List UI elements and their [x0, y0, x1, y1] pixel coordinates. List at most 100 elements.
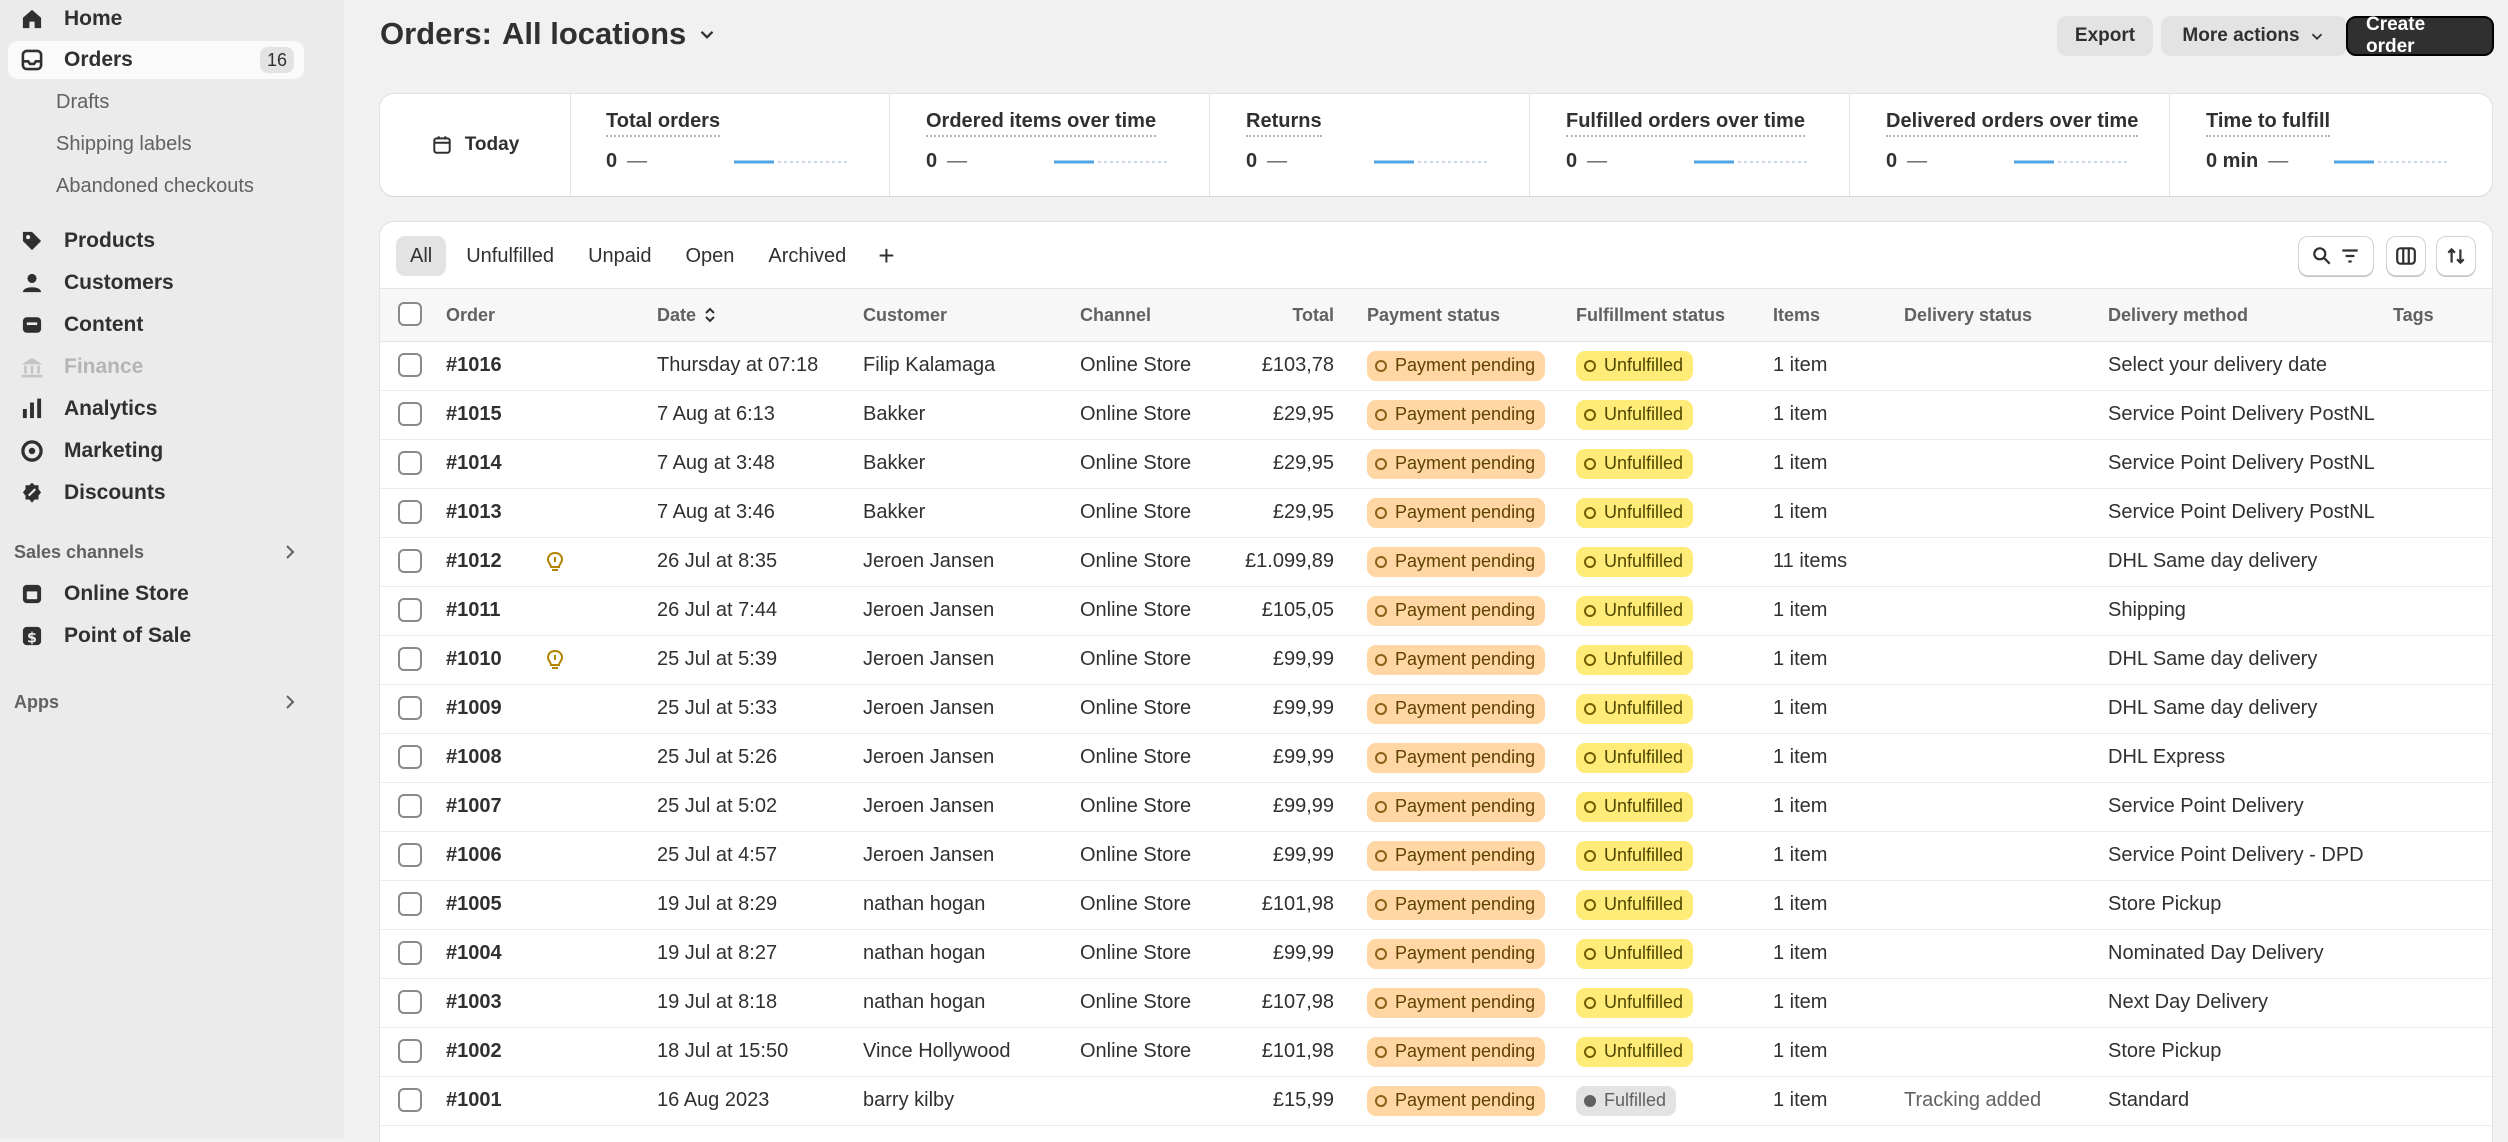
- item-count[interactable]: 1 item: [1773, 893, 1828, 915]
- order-number[interactable]: #1013: [446, 501, 502, 523]
- table-row[interactable]: #1014 7 Aug at 3:48 Bakker Online Store £29,…: [380, 439, 2492, 489]
- sidebar-item-marketing[interactable]: Marketing: [8, 432, 304, 470]
- sidebar-item-home[interactable]: Home: [8, 0, 304, 38]
- add-view-button[interactable]: +: [878, 240, 895, 271]
- location-selector[interactable]: All locations: [501, 16, 687, 51]
- order-number[interactable]: #1014: [446, 452, 502, 474]
- sort-button[interactable]: [2436, 236, 2476, 276]
- table-row[interactable]: #1015 7 Aug at 6:13 Bakker Online Store £29,…: [380, 390, 2492, 440]
- tab-archived[interactable]: Archived: [768, 244, 847, 267]
- column-header-customer[interactable]: Customer: [863, 304, 948, 325]
- column-header-fulfillment-status[interactable]: Fulfillment status: [1576, 304, 1726, 325]
- order-number[interactable]: #1009: [446, 697, 502, 719]
- row-checkbox[interactable]: [398, 941, 422, 965]
- item-count[interactable]: 1 item: [1773, 403, 1828, 425]
- order-note-icon[interactable]: [545, 537, 565, 586]
- item-count[interactable]: 1 item: [1773, 1089, 1828, 1111]
- item-count[interactable]: 1 item: [1773, 1040, 1828, 1062]
- tab-unfulfilled[interactable]: Unfulfilled: [466, 244, 555, 267]
- row-checkbox[interactable]: [398, 598, 422, 622]
- metric-delivered-orders[interactable]: Delivered orders over time 0—: [1850, 94, 2170, 196]
- order-number[interactable]: #1015: [446, 403, 502, 425]
- sidebar-subitem-abandoned-checkouts[interactable]: Abandoned checkouts: [56, 174, 254, 197]
- column-header-date[interactable]: Date: [657, 289, 718, 341]
- row-checkbox[interactable]: [398, 451, 422, 475]
- metric-ordered-items[interactable]: Ordered items over time 0—: [890, 94, 1210, 196]
- sidebar-item-content[interactable]: Content: [8, 306, 304, 344]
- chevron-down-icon[interactable]: [696, 23, 718, 45]
- create-order-button[interactable]: Create order: [2346, 14, 2494, 57]
- item-count[interactable]: 1 item: [1773, 844, 1828, 866]
- sidebar-subitem-drafts[interactable]: Drafts: [56, 90, 110, 113]
- item-count[interactable]: 11 items: [1773, 550, 1848, 572]
- row-checkbox[interactable]: [398, 1039, 422, 1063]
- item-count[interactable]: 1 item: [1773, 991, 1828, 1013]
- item-count[interactable]: 1 item: [1773, 795, 1828, 817]
- table-row[interactable]: #1010 25 Jul at 5:39 Jeroen Jansen Online S…: [380, 635, 2492, 685]
- row-checkbox[interactable]: [398, 892, 422, 916]
- row-checkbox[interactable]: [398, 1088, 422, 1112]
- sidebar-item-products[interactable]: Products: [8, 222, 304, 260]
- table-row[interactable]: #1013 7 Aug at 3:46 Bakker Online Store £29,…: [380, 488, 2492, 538]
- table-row[interactable]: #1002 18 Jul at 15:50 Vince Hollywood Onlin…: [380, 1027, 2492, 1077]
- sidebar-item-orders[interactable]: Orders 16: [8, 41, 304, 79]
- row-checkbox[interactable]: [398, 500, 422, 524]
- sidebar-item-analytics[interactable]: Analytics: [8, 390, 304, 428]
- column-header-channel[interactable]: Channel: [1080, 304, 1152, 325]
- table-row[interactable]: #1008 25 Jul at 5:26 Jeroen Jansen Online S…: [380, 733, 2492, 783]
- row-checkbox[interactable]: [398, 353, 422, 377]
- item-count[interactable]: 1 item: [1773, 697, 1828, 719]
- table-row[interactable]: #1016 Thursday at 07:18 Filip Kalamaga Onli…: [380, 341, 2492, 391]
- column-header-delivery-status[interactable]: Delivery status: [1904, 304, 2033, 325]
- table-row[interactable]: #1006 25 Jul at 4:57 Jeroen Jansen Online S…: [380, 831, 2492, 881]
- sales-channels-heading[interactable]: Sales channels: [14, 537, 304, 567]
- row-checkbox[interactable]: [398, 549, 422, 573]
- tab-open[interactable]: Open: [685, 244, 735, 267]
- search-filter-button[interactable]: [2298, 236, 2374, 276]
- order-number[interactable]: #1005: [446, 893, 502, 915]
- order-number[interactable]: #1012: [446, 550, 502, 572]
- table-row[interactable]: #1009 25 Jul at 5:33 Jeroen Jansen Online S…: [380, 684, 2492, 734]
- order-number[interactable]: #1010: [446, 648, 502, 670]
- table-row[interactable]: #1001 16 Aug 2023 barry kilby £15,99 Payment…: [380, 1076, 2492, 1126]
- sidebar-item-point-of-sale[interactable]: $ Point of Sale: [8, 617, 304, 655]
- select-all-checkbox[interactable]: [398, 302, 422, 326]
- metric-fulfilled-orders[interactable]: Fulfilled orders over time 0—: [1530, 94, 1850, 196]
- column-header-payment-status[interactable]: Payment status: [1367, 304, 1501, 325]
- sidebar-item-customers[interactable]: Customers: [8, 264, 304, 302]
- column-header-order[interactable]: Order: [446, 304, 496, 325]
- row-checkbox[interactable]: [398, 402, 422, 426]
- column-header-tags[interactable]: Tags: [2393, 304, 2434, 325]
- order-number[interactable]: #1007: [446, 795, 502, 817]
- column-header-total[interactable]: Total: [1292, 304, 1334, 325]
- metric-total-orders[interactable]: Total orders 0—: [570, 94, 890, 196]
- column-header-delivery-method[interactable]: Delivery method: [2108, 304, 2249, 325]
- item-count[interactable]: 1 item: [1773, 942, 1828, 964]
- order-number[interactable]: #1008: [446, 746, 502, 768]
- order-number[interactable]: #1001: [446, 1089, 502, 1111]
- metric-time-to-fulfill[interactable]: Time to fulfill 0 min —: [2170, 94, 2490, 196]
- row-checkbox[interactable]: [398, 794, 422, 818]
- column-header-items[interactable]: Items: [1773, 304, 1821, 325]
- sidebar-subitem-shipping-labels[interactable]: Shipping labels: [56, 132, 192, 155]
- table-row[interactable]: #1003 19 Jul at 8:18 nathan hogan Online St…: [380, 978, 2492, 1028]
- table-row[interactable]: #1011 26 Jul at 7:44 Jeroen Jansen Online S…: [380, 586, 2492, 636]
- item-count[interactable]: 1 item: [1773, 452, 1828, 474]
- columns-button[interactable]: [2386, 236, 2426, 276]
- metric-returns[interactable]: Returns 0—: [1210, 94, 1530, 196]
- order-number[interactable]: #1003: [446, 991, 502, 1013]
- order-number[interactable]: #1016: [446, 354, 502, 376]
- sidebar-item-online-store[interactable]: Online Store: [8, 575, 304, 613]
- order-number[interactable]: #1011: [446, 599, 501, 621]
- row-checkbox[interactable]: [398, 696, 422, 720]
- sidebar-item-finance[interactable]: Finance: [8, 348, 304, 386]
- row-checkbox[interactable]: [398, 745, 422, 769]
- order-number[interactable]: #1002: [446, 1040, 502, 1062]
- row-checkbox[interactable]: [398, 843, 422, 867]
- export-button[interactable]: Export: [2057, 16, 2153, 56]
- table-row[interactable]: #1005 19 Jul at 8:29 nathan hogan Online St…: [380, 880, 2492, 930]
- order-number[interactable]: #1006: [446, 844, 502, 866]
- row-checkbox[interactable]: [398, 647, 422, 671]
- table-row[interactable]: #1007 25 Jul at 5:02 Jeroen Jansen Online S…: [380, 782, 2492, 832]
- more-actions-button[interactable]: More actions: [2161, 16, 2347, 56]
